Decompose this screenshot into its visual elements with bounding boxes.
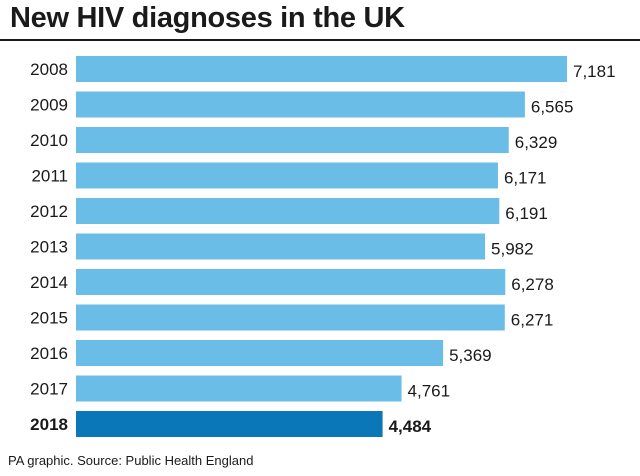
value-label-2018: 4,484 (389, 417, 432, 436)
bar-2010 (76, 127, 509, 153)
year-label-2017: 2017 (30, 380, 68, 399)
year-label-2018: 2018 (30, 415, 68, 434)
value-label-2010: 6,329 (515, 133, 558, 152)
value-label-2016: 5,369 (449, 346, 492, 365)
year-label-2013: 2013 (30, 238, 68, 257)
year-label-2016: 2016 (30, 344, 68, 363)
chart-title: New HIV diagnoses in the UK (10, 2, 405, 34)
bar-2018 (76, 411, 383, 437)
source-credit: PA graphic. Source: Public Health Englan… (8, 453, 254, 468)
value-label-2017: 4,761 (408, 382, 451, 401)
year-label-2014: 2014 (30, 273, 68, 292)
value-label-2013: 5,982 (491, 240, 534, 259)
value-label-2011: 6,171 (504, 169, 547, 188)
year-label-2010: 2010 (30, 131, 68, 150)
bar-2012 (76, 198, 500, 224)
value-label-2012: 6,191 (505, 204, 548, 223)
bar-2013 (76, 233, 486, 260)
bar-2009 (76, 91, 525, 118)
bar-2008 (76, 56, 567, 82)
bar-2014 (76, 269, 506, 295)
value-label-2014: 6,278 (511, 275, 554, 294)
year-label-2009: 2009 (30, 96, 68, 115)
value-label-2008: 7,181 (573, 62, 616, 81)
year-label-2008: 2008 (30, 60, 68, 79)
bar-2016 (76, 340, 444, 366)
bar-2015 (76, 304, 505, 331)
year-label-2011: 2011 (31, 167, 68, 186)
bar-2017 (76, 375, 402, 402)
year-label-2012: 2012 (30, 202, 68, 221)
value-label-2009: 6,565 (531, 98, 574, 117)
bar-2011 (76, 162, 498, 189)
value-label-2015: 6,271 (511, 311, 554, 330)
year-label-2015: 2015 (30, 309, 68, 328)
title-divider (0, 39, 640, 41)
